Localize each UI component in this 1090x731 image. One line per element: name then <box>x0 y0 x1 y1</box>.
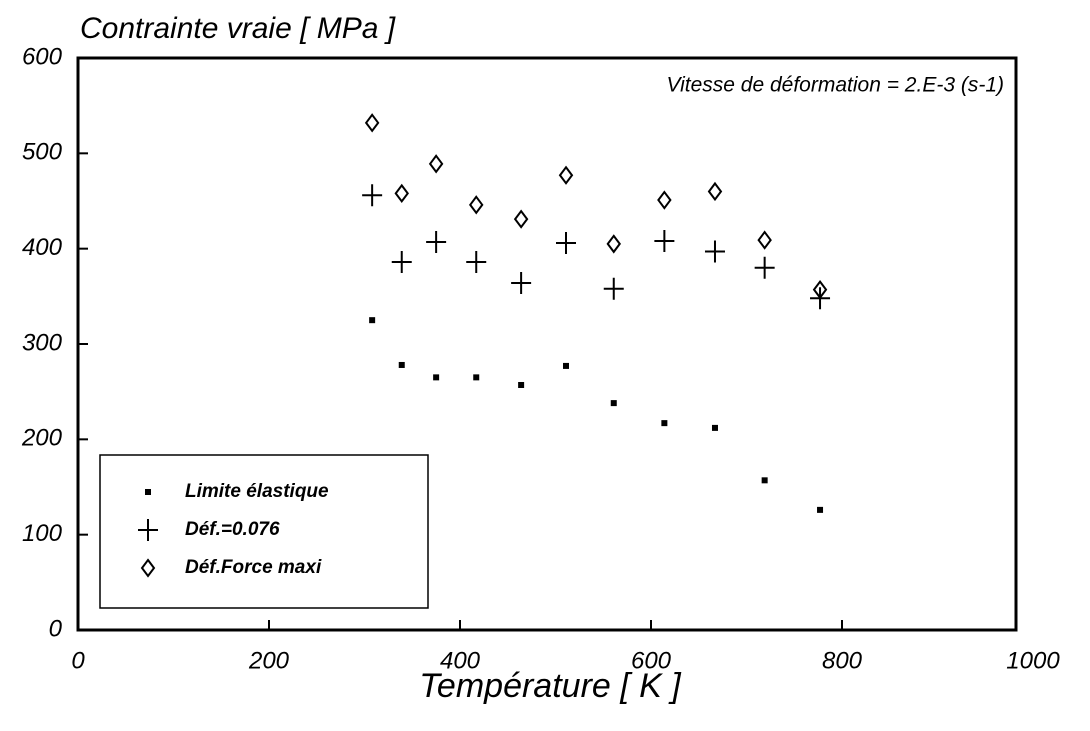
legend-marker <box>138 519 158 541</box>
y-tick-label: 500 <box>22 139 63 166</box>
y-tick-label: 400 <box>22 234 63 261</box>
x-tick-label: 800 <box>822 647 863 674</box>
point <box>428 154 444 174</box>
y-tick-label: 600 <box>22 43 63 70</box>
point <box>468 195 484 215</box>
point <box>657 190 672 210</box>
point <box>511 271 532 294</box>
point <box>369 317 376 324</box>
y-tick-label: 0 <box>49 615 63 642</box>
x-tick-label: 0 <box>71 647 85 674</box>
point <box>812 279 828 300</box>
point <box>563 362 570 369</box>
point <box>466 251 487 274</box>
legend-marker <box>140 558 156 578</box>
point <box>661 420 668 427</box>
point <box>711 424 718 431</box>
annotation: Vitesse de déformation = 2.E-3 (s-1) <box>666 74 1004 97</box>
y-tick-label: 100 <box>22 520 63 547</box>
point <box>394 183 409 204</box>
point <box>704 240 725 263</box>
y-tick-label: 200 <box>21 425 63 452</box>
point <box>654 230 675 253</box>
point <box>473 374 480 381</box>
point <box>398 361 405 368</box>
point <box>817 506 824 513</box>
legend-marker <box>145 489 151 495</box>
point <box>518 381 525 388</box>
point <box>391 251 412 274</box>
point <box>610 400 617 407</box>
x-tick-label: 400 <box>440 647 481 674</box>
point <box>757 230 772 250</box>
point <box>754 256 775 279</box>
y-tick-label: 300 <box>22 329 63 356</box>
x-tick-label: 200 <box>248 647 290 674</box>
chart-title: Contrainte vraie [ MPa ] <box>80 12 396 45</box>
point <box>603 277 624 300</box>
point <box>426 230 447 253</box>
point <box>761 477 768 484</box>
point <box>513 209 529 229</box>
point <box>707 181 723 202</box>
point <box>556 231 577 254</box>
x-tick-label: 1000 <box>1006 647 1060 674</box>
legend-label: Déf.Force maxi <box>185 557 322 578</box>
point <box>362 184 383 207</box>
x-axis-label: Température [ K ] <box>419 667 682 705</box>
point <box>606 234 622 254</box>
legend-label: Limite élastique <box>185 481 329 502</box>
point <box>364 113 380 133</box>
point <box>433 374 440 381</box>
legend: Limite élastique Déf.=0.076 Déf.Force maxi <box>138 481 329 578</box>
x-tick-label: 600 <box>631 647 672 674</box>
point <box>558 165 574 185</box>
legend-label: Déf.=0.076 <box>185 519 280 540</box>
legend-box <box>99 454 429 609</box>
